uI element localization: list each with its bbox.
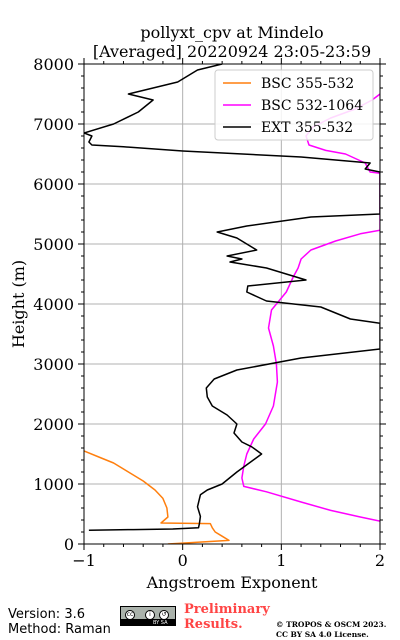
x-tick-label-2: 1: [276, 551, 286, 570]
x-tick-label-0: −1: [72, 551, 96, 570]
y-tick-label-4: 4000: [33, 295, 74, 314]
legend-label-1: BSC 532-1064: [261, 98, 363, 114]
y-axis-label: Height (m): [9, 260, 28, 348]
y-tick-label-5: 5000: [33, 235, 74, 254]
series-line-0: [84, 450, 230, 544]
y-tick-label-0: 0: [64, 535, 74, 554]
axes: [78, 58, 386, 550]
angstroem-profile-chart: pollyxt_cpv at Mindelo [Averaged] 202209…: [9, 23, 386, 592]
preliminary-line2: Results.: [184, 617, 243, 632]
y-tick-label-8: 8000: [33, 55, 74, 74]
y-tick-label-7: 7000: [33, 115, 74, 134]
legend-label-2: EXT 355-532: [261, 120, 353, 136]
x-axis-label: Angstroem Exponent: [146, 573, 318, 592]
legend: BSC 355-532 BSC 532-1064 EXT 355-532: [214, 69, 374, 141]
preliminary-notice: Preliminary Results.: [184, 602, 270, 632]
y-tick-label-3: 3000: [33, 355, 74, 374]
copyright-notice: © TROPOS & OSCM 2023. CC BY SA 4.0 Licen…: [276, 620, 386, 640]
version-text: Version: 3.6: [8, 607, 85, 622]
legend-box: [214, 69, 374, 141]
cc-badge-text: BY SA: [153, 620, 168, 626]
cc-license-badge: cc i ↺ BY SA: [120, 606, 176, 626]
copyright-line2: CC BY SA 4.0 License.: [276, 630, 369, 639]
preliminary-line1: Preliminary: [184, 602, 270, 617]
chart-title-line2: [Averaged] 20220924 23:05-23:59: [93, 42, 371, 61]
chart-title-line1: pollyxt_cpv at Mindelo: [140, 23, 323, 42]
method-text: Method: Raman: [8, 622, 111, 637]
x-tick-label-1: 0: [178, 551, 188, 570]
y-tick-label-6: 6000: [33, 175, 74, 194]
series-lines: [84, 64, 380, 544]
legend-label-0: BSC 355-532: [261, 76, 354, 92]
y-tick-label-1: 1000: [33, 475, 74, 494]
y-tick-label-2: 2000: [33, 415, 74, 434]
series-line-2: [84, 64, 380, 531]
copyright-line1: © TROPOS & OSCM 2023.: [276, 620, 387, 629]
x-tick-label-3: 2: [375, 551, 385, 570]
series-line-1: [241, 93, 380, 522]
